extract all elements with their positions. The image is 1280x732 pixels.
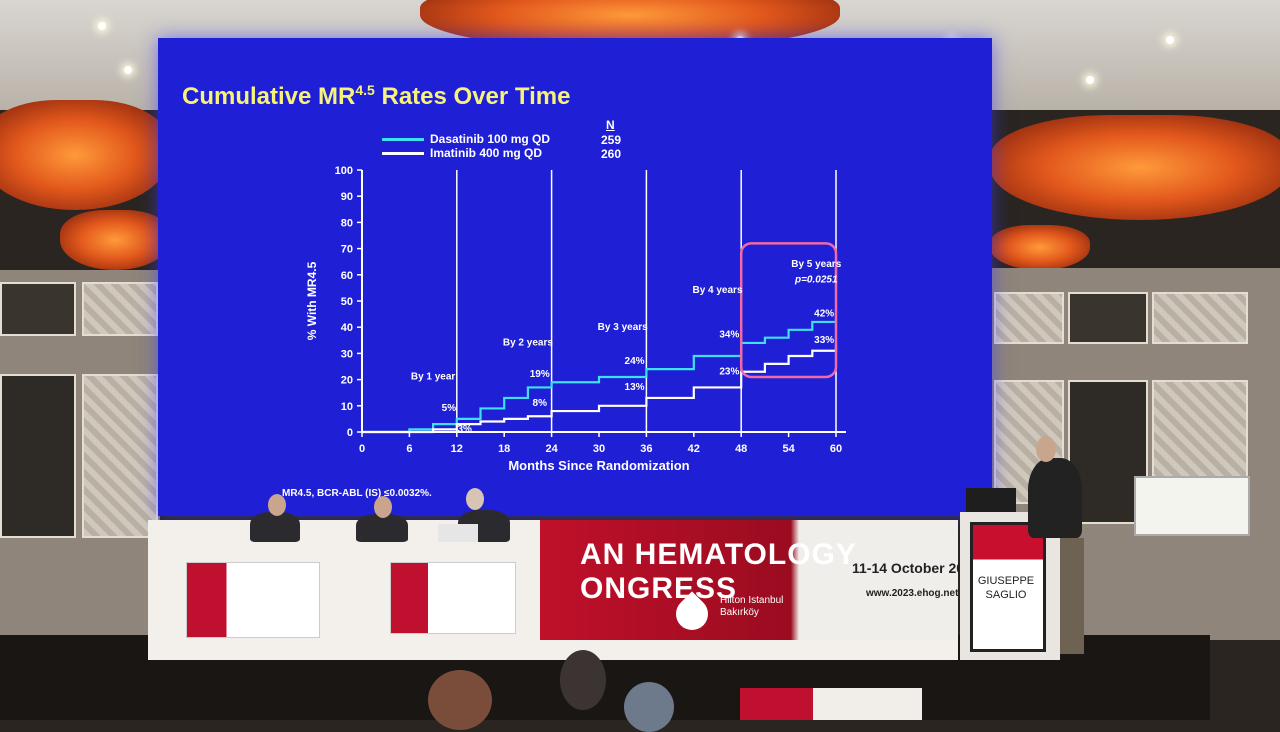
chart-annotation: 8% — [533, 398, 548, 409]
doorway — [0, 374, 76, 538]
panelist — [250, 512, 300, 542]
speaker-name: GIUSEPPE SAGLIO — [977, 575, 1035, 601]
highlight-box — [739, 242, 838, 379]
chart-annotation: 5% — [442, 403, 457, 414]
y-tick-label: 0 — [347, 427, 353, 439]
cumulative-rate-chart: 0 10 20 30 40 50 60 70 80 90 100 0 6 12 18 24 30 36 42 48 54… — [305, 165, 846, 473]
y-tick-label: 30 — [341, 348, 353, 360]
series-line-imatinib — [362, 345, 838, 434]
speaker — [1028, 458, 1082, 538]
y-tick-label: 60 — [341, 270, 353, 282]
y-tick-label: 40 — [341, 322, 353, 334]
ceiling-light — [98, 22, 106, 30]
x-tick-label: 18 — [498, 443, 510, 455]
y-tick-label: 90 — [341, 191, 353, 203]
legend-n-dasatinib: 259 — [601, 133, 622, 147]
chart-annotation: 3% — [457, 424, 472, 435]
podium-display — [970, 522, 1046, 652]
congress-venue: Hilton Istanbul Bakırköy — [720, 595, 784, 618]
chart-annotation: 34% — [719, 330, 739, 341]
y-axis-label: % With MR4.5 — [305, 261, 319, 340]
ceiling-light — [1166, 36, 1174, 44]
doorway — [1068, 292, 1148, 344]
panelist-head — [466, 488, 484, 510]
x-tick-label: 12 — [451, 443, 463, 455]
wall-panel — [82, 374, 158, 538]
x-tick-label: 42 — [688, 443, 700, 455]
y-tick-label: 70 — [341, 244, 353, 256]
congress-banner — [540, 520, 958, 640]
panelist-head — [268, 494, 286, 516]
chart-annotation: By 5 years — [791, 259, 841, 270]
table-poster — [390, 562, 516, 634]
chart-annotation: 42% — [814, 309, 834, 320]
slide-footnote: MR4.5, BCR-ABL (IS) ≤0.0032%. — [282, 488, 432, 499]
chandelier — [990, 225, 1090, 270]
slide-title: Cumulative MR4.5 Rates Over Time — [182, 82, 571, 110]
chandelier — [990, 115, 1280, 220]
chart-annotation: 23% — [719, 366, 739, 377]
table-poster — [186, 562, 320, 638]
x-tick-label: 30 — [593, 443, 605, 455]
panelist — [356, 514, 408, 542]
y-tick-label: 20 — [341, 375, 353, 387]
chart-annotation: By 3 years — [598, 322, 648, 333]
projection-screen: Cumulative MR4.5 Rates Over Time Dasatin… — [158, 38, 992, 516]
wall-panel — [1152, 292, 1248, 344]
chart-annotation: 19% — [530, 369, 550, 380]
x-axis-label: Months Since Randomization — [508, 458, 689, 473]
speaker-legs — [1060, 538, 1084, 654]
legend-n-imatinib: 260 — [601, 147, 622, 161]
y-tick-label: 80 — [341, 217, 353, 229]
y-tick-label: 50 — [341, 296, 353, 308]
legend-label-dasatinib: Dasatinib 100 mg QD — [430, 132, 551, 146]
wall-panel — [1152, 380, 1248, 484]
wall-panel — [82, 282, 158, 336]
chart-annotation: 13% — [625, 382, 645, 393]
podium-laptop — [966, 488, 1016, 512]
chart-annotation: By 1 year — [411, 372, 456, 383]
chart-annotation: 33% — [814, 335, 834, 346]
legend-swatch-imatinib — [382, 152, 424, 155]
x-tick-label: 48 — [735, 443, 747, 455]
wall-panel — [994, 292, 1064, 344]
speaker-head — [1036, 436, 1056, 462]
chart-annotation: p=0.0251 — [794, 275, 838, 286]
chandelier — [60, 210, 170, 270]
laptop — [438, 524, 478, 542]
x-tick-label: 60 — [830, 443, 842, 455]
poster-board — [1134, 476, 1250, 536]
congress-title: AN HEMATOLOGY ONGRESS — [580, 538, 857, 605]
audience-head — [428, 670, 492, 730]
ceiling-light — [124, 66, 132, 74]
x-tick-label: 36 — [640, 443, 652, 455]
audience-head — [560, 650, 606, 710]
x-tick-label: 6 — [406, 443, 412, 455]
legend-n-header: N — [606, 118, 615, 132]
congress-date: 11-14 October 2023 — [852, 560, 980, 576]
ceiling-light — [1086, 76, 1094, 84]
chandelier — [0, 100, 170, 210]
doorway — [0, 282, 76, 336]
chart-annotation: 24% — [625, 356, 645, 367]
panelist-head — [374, 496, 392, 518]
congress-website: www.2023.ehog.net — [866, 588, 959, 599]
chart-annotation: By 2 years — [503, 338, 553, 349]
y-tick-label: 100 — [335, 165, 353, 177]
x-tick-label: 54 — [782, 443, 795, 455]
stage-front-panel — [740, 688, 922, 720]
y-tick-label: 10 — [341, 401, 353, 413]
audience-head — [624, 682, 674, 732]
x-tick-label: 0 — [359, 443, 365, 455]
chart-annotation: By 4 years — [692, 285, 742, 296]
legend-label-imatinib: Imatinib 400 mg QD — [430, 146, 543, 160]
series-line-dasatinib — [362, 320, 836, 434]
legend-swatch-dasatinib — [382, 138, 424, 141]
x-tick-label: 24 — [545, 443, 558, 455]
